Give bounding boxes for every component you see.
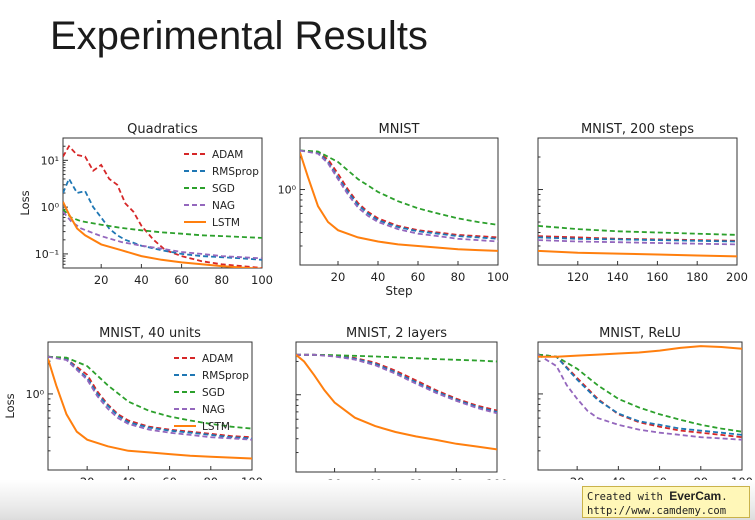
chart-2-series-nag <box>300 149 498 243</box>
chart-4-series-rmsprop <box>48 355 252 440</box>
chart-2-xtick-label-60: 60 <box>411 270 426 284</box>
chart-4-series-sgd <box>48 355 252 430</box>
chart-1-xtick-label-80: 80 <box>214 273 229 287</box>
chart-3-series-sgd <box>538 225 737 236</box>
watermark-line-1: Created with EverCam. <box>587 489 745 504</box>
watermark-brand: EverCam <box>669 489 722 503</box>
chart-2-group: MNIST 20 40 60 80 100 10⁰ Step <box>278 122 509 298</box>
chart-3-xtick-label-200: 200 <box>726 270 748 284</box>
chart-3-xtick-label-120: 120 <box>567 270 589 284</box>
chart-5-group: MNIST, 2 layers20406080100Steps <box>295 326 508 505</box>
chart-4-legend-label-lstm: LSTM <box>202 421 230 433</box>
chart-4-series-nag <box>48 355 252 441</box>
chart-1-legend-label-lstm: LSTM <box>212 217 240 229</box>
chart-4-series-lstm <box>48 358 252 460</box>
chart-2-xtick-label-40: 40 <box>371 270 386 284</box>
chart-5-frame <box>295 341 498 473</box>
chart-1-series-rmsprop <box>63 176 262 261</box>
watermark-url: http://www.camdemy.com <box>587 505 727 517</box>
chart-1-series-adam <box>63 144 262 268</box>
chart-3-frame <box>537 137 738 266</box>
chart-2-series-sgd <box>300 149 498 226</box>
chart-5-series-nag <box>296 353 497 415</box>
chart-1-xtick-label-60: 60 <box>174 273 189 287</box>
chart-4-frame <box>47 341 253 471</box>
chart-1-legend-label-nag: NAG <box>212 200 235 212</box>
chart-6-series-nag <box>538 353 742 441</box>
chart-2-series-adam <box>300 149 498 239</box>
chart-1-ytick-label: 10⁻¹ <box>35 248 59 261</box>
chart-1-series-sgd <box>63 208 262 239</box>
chart-2-xtick-label-80: 80 <box>451 270 466 284</box>
chart-3-group: MNIST, 200 steps 120 140 160 180 200 <box>537 122 748 284</box>
chart-2-xtick-label-20: 20 <box>331 270 346 284</box>
chart-6-title: MNIST, ReLU <box>599 326 681 341</box>
chart-2-ytick-label: 10⁰ <box>278 184 297 197</box>
chart-4-series-adam <box>48 355 252 439</box>
chart-1-legend-label-rmsprop: RMSprop <box>212 166 259 178</box>
chart-4-legend-label-adam: ADAM <box>202 353 233 365</box>
chart-4-group: MNIST, 40 units2040608010010⁰LossADAMRMS… <box>3 326 263 489</box>
chart-1-series-lstm <box>63 201 262 268</box>
chart-1-xtick-label-40: 40 <box>134 273 149 287</box>
chart-1-title: Quadratics <box>127 122 198 137</box>
chart-4-ytick-label: 10⁰ <box>26 388 45 401</box>
chart-4-ylabel: Loss <box>3 393 17 418</box>
chart-6-series-adam <box>538 353 742 439</box>
chart-1-ytick-label: 10⁰ <box>41 201 60 214</box>
chart-5-series-sgd <box>296 353 497 363</box>
chart-3-series-lstm <box>538 249 737 258</box>
chart-6-group: MNIST, ReLU20406080100 <box>537 326 753 489</box>
chart-2-xlabel: Step <box>385 284 412 298</box>
chart-6-series-sgd <box>538 353 742 433</box>
chart-4-legend-label-nag: NAG <box>202 404 225 416</box>
chart-4-legend-label-rmsprop: RMSprop <box>202 370 249 382</box>
watermark-suffix: . <box>721 491 728 503</box>
chart-4-title: MNIST, 40 units <box>99 326 201 341</box>
chart-2-xtick-label-100: 100 <box>487 270 509 284</box>
chart-5-series-lstm <box>296 354 497 451</box>
chart-3-xtick-label-160: 160 <box>646 270 668 284</box>
chart-1-xtick-label-20: 20 <box>94 273 109 287</box>
chart-2-series-lstm <box>300 152 498 252</box>
chart-1-ylabel: Loss <box>18 190 32 215</box>
chart-1-legend-label-sgd: SGD <box>212 183 235 195</box>
chart-1-ytick-label: 10¹ <box>41 154 59 167</box>
chart-3-title: MNIST, 200 steps <box>581 122 694 137</box>
chart-1-legend-label-adam: ADAM <box>212 149 243 161</box>
evercam-watermark: Created with EverCam. http://www.camdemy… <box>582 486 750 518</box>
chart-5-series-adam <box>296 353 497 412</box>
chart-3-xtick-label-180: 180 <box>686 270 708 284</box>
chart-1-series-nag <box>63 211 262 260</box>
chart-6-frame <box>537 341 743 471</box>
chart-1-xtick-label-100: 100 <box>251 273 273 287</box>
chart-3-xtick-label-140: 140 <box>607 270 629 284</box>
watermark-prefix: Created with <box>587 491 670 503</box>
chart-6-series-rmsprop <box>538 353 742 436</box>
chart-1-group: Quadratics 20 40 60 80 100 10¹ 10⁰ 10⁻¹ Loss ADAM R… <box>18 122 273 287</box>
chart-3-series-rmsprop <box>538 236 737 243</box>
chart-2-frame <box>299 137 499 266</box>
chart-5-title: MNIST, 2 layers <box>346 326 447 341</box>
chart-4-legend-label-sgd: SGD <box>202 387 225 399</box>
chart-6-series-lstm <box>538 345 742 358</box>
chart-3-series-nag <box>538 239 737 246</box>
chart-2-title: MNIST <box>379 122 420 137</box>
slide-title: Experimental Results <box>50 14 428 58</box>
chart-5-series-rmsprop <box>296 353 497 413</box>
